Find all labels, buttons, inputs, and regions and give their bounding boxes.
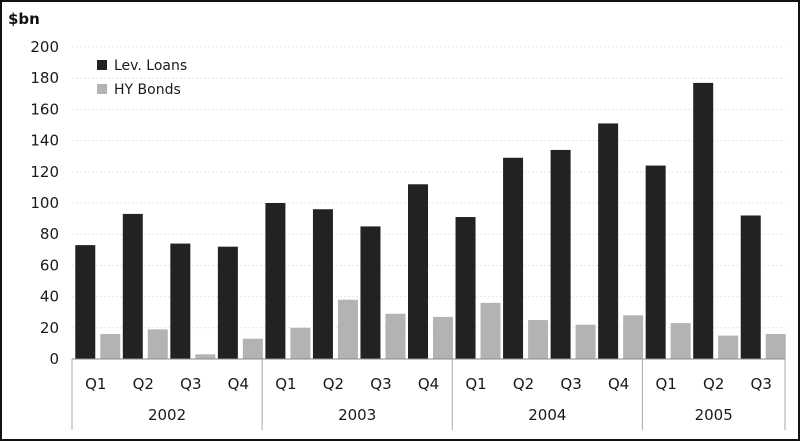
x-tick-label: Q3 [180, 375, 201, 393]
bar-lev-loans [503, 157, 524, 359]
legend: Lev. Loans HY Bonds [97, 58, 187, 98]
bar-lev-loans [265, 203, 286, 359]
y-unit-label: $bn [8, 10, 40, 28]
bar-lev-loans [217, 246, 238, 359]
x-tick-label: Q3 [751, 375, 772, 393]
bar-hy-bonds [528, 320, 549, 359]
bar-lev-loans [122, 213, 143, 359]
x-tick-label: Q1 [655, 375, 676, 393]
year-group-label: 2005 [695, 406, 733, 424]
x-tick-label: Q4 [228, 375, 249, 393]
x-tick-label: Q2 [133, 375, 154, 393]
bar-lev-loans [598, 123, 619, 359]
bar-lev-loans [170, 243, 191, 359]
bar-hy-bonds [575, 324, 596, 359]
bar-hy-bonds [195, 354, 216, 359]
y-tick-label: 180 [30, 69, 59, 87]
year-group-label: 2004 [528, 406, 566, 424]
x-tick-label: Q3 [370, 375, 391, 393]
x-tick-label: Q4 [608, 375, 629, 393]
bar-hy-bonds [242, 338, 263, 359]
bar-hy-bonds [433, 316, 453, 359]
y-tick-label: 120 [30, 163, 59, 181]
year-group-label: 2003 [338, 406, 376, 424]
bar-lev-loans [312, 209, 333, 359]
x-tick-label: Q4 [418, 375, 439, 393]
bar-hy-bonds [147, 329, 168, 359]
y-tick-label: 200 [30, 38, 59, 56]
bar-hy-bonds [100, 334, 121, 359]
bar-hy-bonds [765, 334, 786, 359]
bar-hy-bonds [718, 335, 739, 359]
bar-lev-loans [455, 217, 476, 359]
bar-hy-bonds [385, 313, 406, 359]
x-tick-label: Q1 [465, 375, 486, 393]
y-tick-label: 20 [40, 319, 59, 337]
gridlines [72, 46, 785, 329]
bar-lev-loans [693, 82, 714, 359]
bar-hy-bonds [480, 302, 501, 359]
legend-label: HY Bonds [114, 82, 181, 98]
legend-swatch [97, 84, 107, 94]
bar-hy-bonds [290, 327, 311, 359]
x-tick-label: Q2 [513, 375, 534, 393]
x-tick-label: Q3 [560, 375, 581, 393]
bar-hy-bonds [623, 315, 644, 359]
x-tick-label: Q1 [275, 375, 296, 393]
bar-lev-loans [740, 215, 761, 359]
x-tick-label: Q2 [323, 375, 344, 393]
bars [75, 82, 786, 359]
x-tick-label: Q2 [703, 375, 724, 393]
bar-lev-loans [550, 149, 571, 359]
y-tick-label: 100 [30, 194, 59, 212]
bar-lev-loans [75, 245, 96, 359]
y-tick-label: 80 [40, 225, 59, 243]
legend-swatch [97, 60, 107, 70]
y-axis: 0 20 40 60 80 100 120 140 160 180 200 [30, 38, 59, 368]
y-tick-label: 60 [40, 256, 59, 274]
x-tick-label: Q1 [85, 375, 106, 393]
y-tick-label: 140 [30, 132, 59, 150]
bar-lev-loans [408, 184, 428, 359]
y-tick-label: 0 [49, 350, 59, 368]
bar-hy-bonds [670, 323, 691, 359]
bar-hy-bonds [337, 299, 358, 359]
y-tick-label: 160 [30, 100, 59, 118]
y-tick-label: 40 [40, 288, 59, 306]
year-group-label: 2002 [148, 406, 186, 424]
legend-label: Lev. Loans [114, 58, 187, 74]
x-axis: Q1 Q2 Q3 Q4 Q1 Q2 Q3 Q4 Q1 Q2 Q3 Q4 Q1 Q2 Q3 2002 2003 20… [71, 358, 786, 430]
bar-lev-loans [360, 226, 381, 359]
bar-lev-loans [645, 165, 666, 359]
